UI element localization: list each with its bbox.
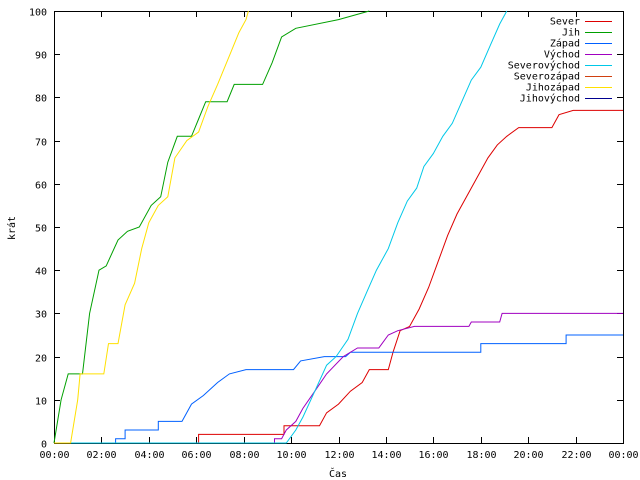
y-tick-label: 100	[29, 8, 47, 19]
x-tick-label: 08:00	[229, 450, 259, 461]
x-tick-label: 06:00	[181, 450, 211, 461]
x-tick-label: 16:00	[418, 450, 448, 461]
legend: SeverJihZápadVýchodSeverovýchodSeverozáp…	[508, 17, 612, 105]
series-line-severovýchod	[54, 10, 508, 444]
series-layer	[53, 10, 623, 444]
y-axis-title: krát	[6, 216, 18, 240]
y-tick-label: 10	[35, 397, 47, 408]
legend-label: Západ	[550, 38, 580, 50]
legend-label: Východ	[544, 49, 580, 61]
y-tick-label: 80	[35, 94, 47, 105]
y-tick-label: 90	[35, 51, 47, 62]
x-tick-label: 22:00	[561, 450, 591, 461]
legend-label: Jih	[562, 28, 580, 39]
x-tick-label: 00:00	[608, 450, 638, 461]
series-line-sever	[54, 109, 623, 444]
y-tick-label: 50	[35, 224, 47, 235]
x-tick-label: 20:00	[513, 450, 543, 461]
series-line-jih	[53, 10, 370, 444]
legend-label: Severovýchod	[508, 60, 580, 72]
y-tick-label: 40	[35, 267, 47, 278]
y-tick-label: 0	[41, 440, 47, 451]
y-tick-label: 20	[35, 354, 47, 365]
y-tick-label: 60	[35, 181, 47, 192]
series-line-jihozápad	[54, 10, 249, 444]
series-line-západ	[54, 334, 623, 444]
y-tick-label: 70	[35, 138, 47, 149]
x-tick-label: 14:00	[371, 450, 401, 461]
legend-label: Severozápad	[514, 71, 580, 83]
legend-label: Jihozápad	[526, 82, 580, 94]
series-line-východ	[54, 312, 623, 444]
x-tick-label: 04:00	[134, 450, 164, 461]
x-tick-label: 00:00	[39, 450, 69, 461]
y-axis: 0 10 20 30 40 50 60 70 80 90 100	[29, 8, 623, 451]
x-tick-label: 02:00	[86, 450, 116, 461]
x-axis: 00:00 02:00 04:00 06:00 08:00 10:00 12:00 14:00…	[39, 11, 639, 461]
x-tick-label: 18:00	[466, 450, 496, 461]
y-tick-label: 30	[35, 310, 47, 321]
x-tick-label: 10:00	[276, 450, 306, 461]
legend-label: Sever	[550, 17, 580, 28]
legend-label: Jihovýchod	[520, 93, 580, 105]
x-tick-label: 12:00	[324, 450, 354, 461]
x-axis-title: Čas	[329, 467, 347, 480]
